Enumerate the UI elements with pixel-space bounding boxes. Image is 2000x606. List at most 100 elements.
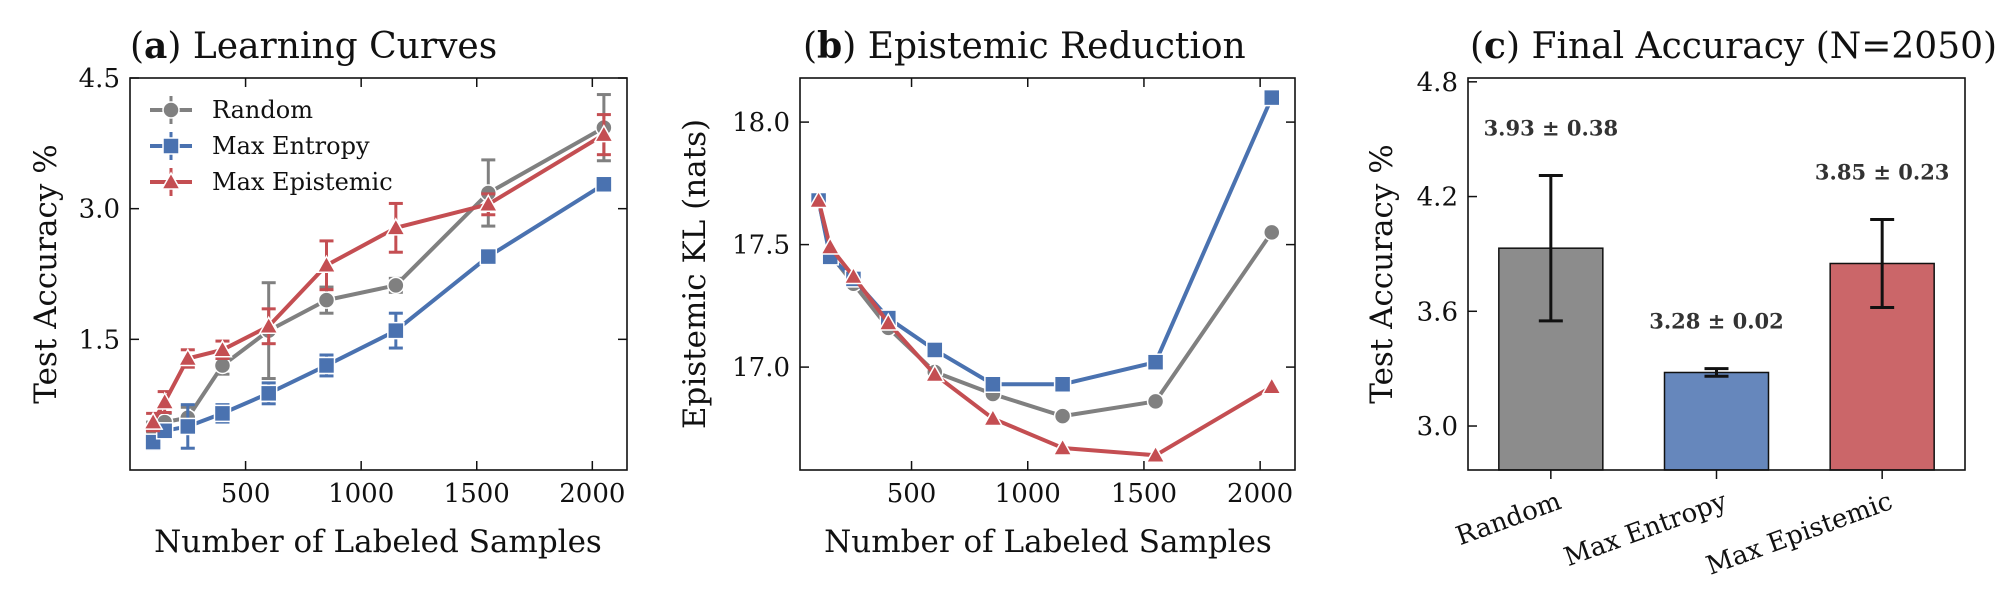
panel-a-max-epistemic-point-7: [478, 193, 499, 213]
panel-b-max-entropy-point-7: [1146, 353, 1165, 371]
panel-b-title-text: Epistemic Reduction: [868, 26, 1246, 67]
legend-item-random: Random: [150, 96, 313, 124]
panel-c-title-text: Final Accuracy (N=2050): [1531, 26, 1997, 67]
panel-a-max-epistemic-point-0: [142, 411, 164, 430]
legend-max-epistemic-marker: [160, 171, 182, 190]
panel-c: (c) Final Accuracy (N=2050) 3.0 3.6 4.2 4.8…: [1364, 25, 1997, 582]
panel-a-plot-area: 500 1000 1500 2000 1.5 3.0 4.5: [79, 64, 627, 509]
legend-max-entropy-label: Max Entropy: [212, 132, 370, 160]
panel-c-xtick-label-max-epistemic: Max Epistemic: [1702, 486, 1896, 581]
panel-b-letter: b: [817, 25, 842, 67]
panel-c-letter: c: [1484, 25, 1506, 67]
panel-a-random-point-5: [317, 291, 336, 309]
panel-b-ytick-label-0: 17.0: [732, 353, 790, 383]
panel-a-ytick-label-0: 1.5: [79, 325, 120, 355]
panel-c-ylabel: Test Accuracy %: [1364, 144, 1400, 403]
panel-a: (a) Learning Curves 500 1000 1500 2000 1.5 3.…: [28, 25, 628, 560]
panel-a-ytick-label-2: 4.5: [79, 64, 120, 94]
panel-a-max-epistemic-point-5: [316, 254, 337, 274]
panel-a-max-entropy-point-7: [479, 247, 498, 266]
panel-a-max-epistemic-point-4: [258, 315, 279, 335]
panel-a-xtick-label-1500: 1500: [444, 479, 510, 509]
panel-c-title: (c) Final Accuracy (N=2050): [1470, 25, 1997, 67]
panel-b-ytick-label-2: 18.0: [732, 108, 790, 138]
panel-c-ytick-label-3: 4.8: [1417, 68, 1458, 98]
panel-b-max-epistemic-point-7: [1145, 444, 1166, 464]
panel-a-max-epistemic-point-3: [212, 339, 233, 358]
panel-a-ytick-label-1: 3.0: [79, 195, 120, 225]
panel-a-max-entropy-point-3: [213, 404, 232, 423]
panel-b-max-epistemic-point-5: [982, 408, 1004, 427]
panel-a-max-epistemic-point-8: [593, 124, 615, 143]
panel-b-series-max-epistemic: [808, 189, 1283, 464]
panel-c-plot-area: 3.0 3.6 4.2 4.8 3.93 ± 0.38 Random 3.28 ± 0.02…: [1417, 68, 1950, 582]
panel-a-xtick-label-2000: 2000: [559, 479, 625, 509]
panel-a-max-epistemic-point-1: [154, 391, 175, 410]
panel-b-random-point-7: [1146, 392, 1165, 411]
panel-b-max-entropy-line: [816, 96, 1274, 387]
legend-random-marker: [162, 101, 180, 119]
legend-max-epistemic-label: Max Epistemic: [212, 168, 393, 196]
panel-c-frame: [1467, 77, 1966, 471]
panel-a-series-max-entropy: [144, 175, 613, 451]
panel-b-random-point-6: [1053, 407, 1072, 425]
panel-a-max-entropy-point-2: [179, 417, 197, 436]
panel-a-letter: a: [144, 25, 167, 67]
panel-a-xlabel: Number of Labeled Samples: [154, 524, 602, 560]
panel-b-ylabel: Epistemic KL (nats): [677, 119, 713, 429]
panel-b-xtick-label-2000: 2000: [1227, 479, 1293, 509]
panel-a-ylabel: Test Accuracy %: [28, 144, 64, 403]
panel-b-xtick-label-1000: 1000: [995, 479, 1061, 509]
panel-a-frame: [129, 77, 628, 471]
panel-b-max-epistemic-point-6: [1052, 437, 1073, 456]
legend-random-label: Random: [212, 96, 313, 124]
panel-b-title: (b) Epistemic Reduction: [803, 25, 1246, 67]
panel-a-max-entropy-point-6: [387, 321, 405, 340]
panel-c-ytick-label-2: 4.2: [1417, 183, 1458, 213]
panel-a-max-epistemic-point-2: [177, 347, 199, 367]
panel-a-max-entropy-point-4: [259, 384, 278, 403]
panel-c-errbar-max-entropy: [1704, 367, 1729, 378]
panel-c-value-label-max-epistemic: 3.85 ± 0.23: [1815, 160, 1950, 185]
panel-b-max-epistemic-point-8: [1261, 376, 1283, 395]
panel-b-max-entropy-point-8: [1263, 88, 1281, 107]
panel-c-value-label-max-entropy: 3.28 ± 0.02: [1649, 309, 1784, 334]
panel-b-series-max-entropy: [809, 88, 1281, 393]
panel-b-max-epistemic-point-4: [924, 363, 946, 383]
panel-c-ytick-label-0: 3.0: [1417, 412, 1458, 442]
panel-a-xtick-label-500: 500: [221, 479, 271, 509]
panel-b-max-entropy-point-5: [984, 375, 1002, 393]
legend-item-max-entropy: Max Entropy: [150, 132, 370, 160]
panel-a-legend: Random Max Entropy Max Epistemic: [150, 96, 393, 196]
panel-a-xtick-label-1000: 1000: [328, 479, 394, 509]
panel-b-frame: [799, 77, 1296, 471]
panel-a-max-entropy-point-8: [595, 175, 613, 194]
panel-b-xtick-label-1500: 1500: [1111, 479, 1177, 509]
panel-a-max-entropy-point-5: [317, 356, 336, 375]
legend-max-entropy-marker: [162, 137, 180, 155]
panel-c-value-label-random: 3.93 ± 0.38: [1484, 116, 1619, 141]
panel-a-title: (a) Learning Curves: [130, 25, 497, 67]
panel-b-max-epistemic-point-1: [819, 236, 841, 255]
panel-a-title-text: Learning Curves: [193, 26, 497, 67]
panel-b-max-entropy-point-6: [1053, 375, 1072, 393]
panel-b: (b) Epistemic Reduction 500 1000 1500 2000 1…: [677, 25, 1296, 560]
panel-b-plot-area: 500 1000 1500 2000 17.0 17.5 18.0: [732, 78, 1295, 509]
panel-b-max-epistemic-point-3: [878, 312, 899, 331]
panel-a-random-point-6: [387, 276, 405, 295]
panel-c-bar-max-entropy: [1663, 371, 1770, 471]
panel-b-max-entropy-point-4: [926, 341, 944, 359]
panel-c-xtick-label-random: Random: [1452, 486, 1565, 552]
panel-a-series-max-epistemic: [142, 113, 615, 433]
panel-b-ytick-label-1: 17.5: [732, 231, 790, 261]
panel-b-xlabel: Number of Labeled Samples: [824, 524, 1272, 560]
panel-b-random-point-8: [1263, 223, 1281, 242]
panel-a-max-epistemic-point-6: [385, 217, 407, 236]
panel-c-ytick-label-1: 3.6: [1417, 297, 1458, 327]
panel-b-max-epistemic-point-2: [843, 265, 864, 285]
legend-item-max-epistemic: Max Epistemic: [150, 168, 393, 196]
panel-c-errbar-random: [1538, 174, 1563, 323]
panel-b-max-epistemic-point-0: [808, 189, 829, 209]
panel-b-xtick-label-500: 500: [887, 479, 937, 509]
